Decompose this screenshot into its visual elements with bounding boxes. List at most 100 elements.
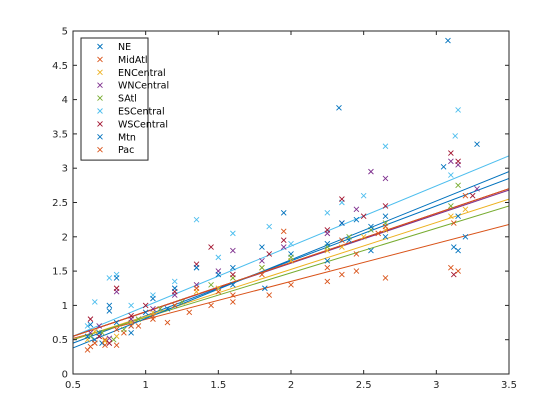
point-wscentral — [280, 237, 287, 244]
point-escentral — [171, 278, 178, 285]
point-wscentral — [339, 196, 345, 202]
point-mtn — [215, 271, 222, 278]
point-midatl — [382, 275, 389, 281]
point-encentral — [448, 213, 454, 220]
point-mtn — [230, 264, 236, 271]
legend-marker — [97, 56, 103, 63]
x-tick-label: 2.5 — [356, 380, 372, 391]
point-wncentral — [259, 257, 265, 264]
point-mtn — [455, 247, 461, 254]
point-escentral — [91, 299, 98, 305]
point-escentral — [230, 230, 236, 237]
point-wncentral — [230, 247, 236, 254]
point-wncentral — [448, 158, 454, 165]
point-satl — [259, 264, 265, 271]
y-tick-label: 2.5 — [52, 198, 68, 209]
point-escentral — [128, 302, 134, 309]
point-wscentral — [469, 192, 476, 199]
point-escentral — [448, 172, 454, 178]
point-satl — [448, 203, 454, 209]
point-ne — [262, 285, 268, 292]
y-tick-label: 1.5 — [52, 267, 68, 278]
point-mtn — [193, 264, 200, 271]
point-mtn — [368, 223, 374, 230]
legend-marker — [97, 121, 103, 127]
point-encentral — [462, 206, 469, 213]
point-mtn — [106, 302, 113, 309]
legend-label: Mtn — [118, 132, 136, 143]
point-escentral — [360, 192, 367, 199]
legend-label: WNCentral — [118, 81, 169, 92]
fit-line-mtn — [72, 171, 510, 349]
fit-line-satl — [72, 205, 510, 341]
point-ne — [336, 105, 342, 111]
point-midatl — [208, 302, 214, 309]
legend-label: MidAtl — [118, 55, 148, 66]
legend-marker — [97, 43, 103, 50]
point-satl — [208, 282, 214, 288]
point-mtn — [324, 240, 331, 247]
point-midatl — [230, 299, 236, 305]
point-pac — [102, 342, 108, 349]
point-mtn — [84, 333, 91, 340]
legend-marker — [97, 95, 103, 101]
point-midatl — [266, 292, 273, 298]
point-pac — [280, 228, 287, 235]
point-mtn — [462, 233, 469, 240]
point-wscentral — [106, 340, 113, 346]
legend-label: NE — [118, 42, 131, 53]
legend-marker — [97, 108, 103, 114]
point-escentral — [452, 133, 459, 139]
point-ne — [368, 247, 374, 254]
point-wscentral — [266, 251, 273, 257]
point-wscentral — [128, 312, 134, 319]
point-midatl — [324, 278, 331, 285]
point-mtn — [339, 220, 345, 226]
point-mtn — [150, 295, 156, 302]
x-axis: 0.5 1 1.5 2 2.5 3 3.5 — [65, 31, 517, 391]
point-wncentral — [474, 185, 480, 192]
point-pac — [171, 302, 178, 309]
point-escentral — [266, 223, 273, 230]
point-satl — [121, 326, 127, 333]
legend-marker — [97, 69, 103, 76]
point-mtn — [353, 216, 360, 223]
point-wscentral — [230, 271, 236, 278]
point-pac — [450, 220, 457, 226]
y-tick-label: 1 — [62, 301, 68, 312]
point-pac — [230, 292, 236, 298]
point-escentral — [288, 240, 294, 247]
point-satl — [179, 299, 185, 305]
x-tick-label: 2 — [288, 380, 294, 391]
point-encentral — [360, 233, 367, 240]
point-pac — [382, 223, 389, 230]
legend-item-midatl: MidAtl — [97, 55, 148, 66]
legend-label: ESCentral — [118, 107, 165, 118]
data-markers — [84, 37, 480, 353]
point-wncentral — [96, 323, 102, 329]
legend-item-satl: SAtl — [97, 94, 137, 105]
point-ne — [324, 257, 331, 264]
point-ne — [128, 330, 134, 336]
legend-marker — [97, 82, 103, 89]
point-wscentral — [142, 302, 149, 309]
point-escentral — [193, 216, 200, 223]
x-tick-label: 0.5 — [65, 380, 81, 391]
point-wscentral — [324, 227, 331, 233]
point-midatl — [135, 323, 142, 329]
point-escentral — [106, 275, 113, 281]
legend-label: SAtl — [118, 94, 137, 105]
point-escentral — [84, 323, 91, 329]
point-ne — [382, 233, 389, 240]
fit-lines — [72, 155, 510, 349]
legend-item-wscentral: WSCentral — [97, 119, 168, 130]
legend-label: ENCentral — [118, 68, 166, 79]
point-pac — [375, 230, 382, 237]
point-satl — [455, 182, 461, 189]
y-tick-label: 5 — [62, 27, 68, 38]
point-pac — [215, 288, 222, 295]
point-midatl — [448, 264, 454, 271]
y-tick-label: 2 — [62, 232, 68, 243]
legend-item-ne: NE — [97, 42, 131, 53]
legend-label: Pac — [118, 145, 134, 156]
